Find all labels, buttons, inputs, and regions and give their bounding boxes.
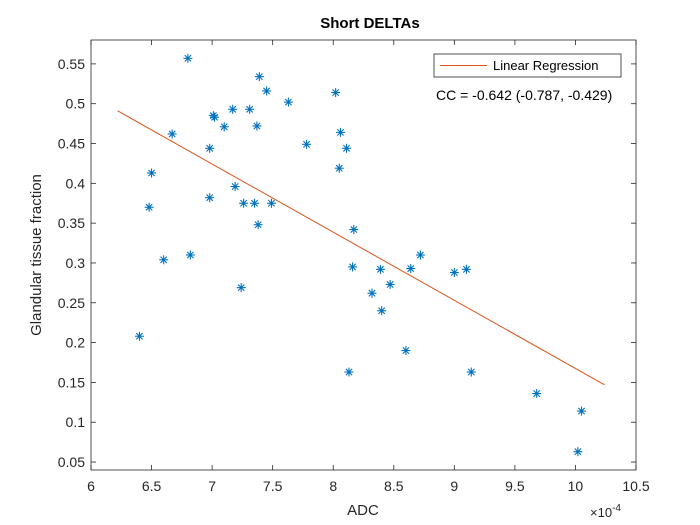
x-axis-ticks: 6 6.5 7 7.5 8 8.5 9 9.5 10 10.5 bbox=[87, 40, 650, 494]
data-point bbox=[342, 143, 352, 153]
x-tick-label: 7 bbox=[208, 478, 216, 494]
legend: Linear Regression bbox=[433, 53, 622, 78]
correlation-annotation: CC = -0.642 (-0.787, -0.429) bbox=[436, 87, 612, 103]
x-tick-label: 10 bbox=[568, 478, 584, 494]
chart-title: Short DELTAs bbox=[320, 15, 419, 32]
data-points bbox=[134, 53, 586, 457]
data-point bbox=[375, 264, 385, 274]
data-point bbox=[344, 367, 354, 377]
data-point bbox=[185, 250, 195, 260]
x-tick-label: 8.5 bbox=[384, 478, 404, 494]
data-point bbox=[334, 163, 344, 173]
data-point bbox=[147, 168, 157, 178]
x-tick-label: 6 bbox=[87, 478, 95, 494]
y-tick-label: 0.2 bbox=[66, 335, 86, 351]
data-point bbox=[219, 122, 229, 132]
y-axis-ticks: 0.05 0.1 0.15 0.2 0.25 0.3 0.35 0.4 0.45 0.5 0.55 bbox=[58, 56, 636, 470]
legend-box bbox=[433, 53, 622, 78]
data-point bbox=[253, 220, 263, 230]
y-tick-label: 0.25 bbox=[58, 295, 85, 311]
data-point bbox=[210, 112, 220, 122]
data-point bbox=[466, 367, 476, 377]
data-point bbox=[183, 53, 193, 63]
data-point bbox=[205, 143, 215, 153]
data-point bbox=[254, 72, 264, 82]
y-tick-label: 0.45 bbox=[58, 136, 85, 152]
data-point bbox=[250, 198, 259, 208]
data-point bbox=[134, 331, 144, 341]
x-tick-label: 9.5 bbox=[505, 478, 525, 494]
data-point bbox=[415, 250, 425, 260]
data-point bbox=[573, 447, 583, 457]
y-tick-label: 0.15 bbox=[58, 374, 85, 390]
data-point bbox=[144, 202, 154, 212]
data-point bbox=[266, 198, 276, 208]
data-point bbox=[252, 121, 262, 131]
x-tick-label: 9 bbox=[450, 478, 458, 494]
regression-line-group bbox=[117, 110, 605, 386]
data-point bbox=[449, 268, 459, 278]
y-tick-label: 0.35 bbox=[58, 215, 85, 231]
x-axis-exponent: ×10-4 bbox=[590, 503, 621, 520]
axes bbox=[90, 39, 637, 471]
legend-entry-linear-regression: Linear Regression bbox=[493, 58, 599, 73]
plot-area bbox=[91, 40, 636, 470]
y-tick-label: 0.55 bbox=[58, 56, 85, 72]
y-tick-label: 0.1 bbox=[66, 414, 86, 430]
plot-frame bbox=[90, 39, 637, 471]
data-point bbox=[348, 262, 358, 272]
x-axis-exponent-value: -4 bbox=[612, 503, 621, 514]
x-tick-label: 7.5 bbox=[263, 478, 283, 494]
data-point bbox=[385, 279, 395, 289]
y-tick-label: 0.05 bbox=[58, 454, 85, 470]
data-point bbox=[377, 306, 387, 316]
data-point bbox=[401, 346, 411, 356]
data-point bbox=[349, 225, 359, 235]
data-point bbox=[302, 139, 312, 149]
data-point bbox=[236, 283, 246, 293]
data-point bbox=[205, 193, 215, 203]
data-point bbox=[335, 127, 345, 137]
data-point bbox=[228, 104, 238, 114]
data-point bbox=[230, 182, 240, 192]
data-point bbox=[159, 255, 169, 265]
x-tick-label: 8 bbox=[329, 478, 337, 494]
x-axis-label: ADC bbox=[347, 502, 379, 519]
data-point bbox=[532, 389, 542, 399]
regression-line bbox=[117, 110, 605, 386]
y-axis-label: Glandular tissue fraction bbox=[28, 174, 45, 336]
data-point bbox=[331, 88, 341, 98]
x-tick-label: 6.5 bbox=[142, 478, 162, 494]
data-point bbox=[367, 288, 377, 298]
data-point bbox=[406, 264, 416, 274]
y-tick-label: 0.4 bbox=[66, 175, 86, 191]
data-point bbox=[167, 129, 177, 139]
data-point bbox=[461, 264, 471, 274]
data-point bbox=[239, 198, 249, 208]
y-tick-label: 0.5 bbox=[66, 96, 86, 112]
data-point bbox=[283, 97, 293, 107]
y-tick-label: 0.3 bbox=[66, 255, 86, 271]
data-point bbox=[262, 86, 272, 96]
x-tick-label: 10.5 bbox=[622, 478, 649, 494]
data-point bbox=[245, 104, 255, 114]
x-axis-multiplier: ×10 bbox=[590, 505, 612, 520]
data-point bbox=[577, 406, 586, 416]
